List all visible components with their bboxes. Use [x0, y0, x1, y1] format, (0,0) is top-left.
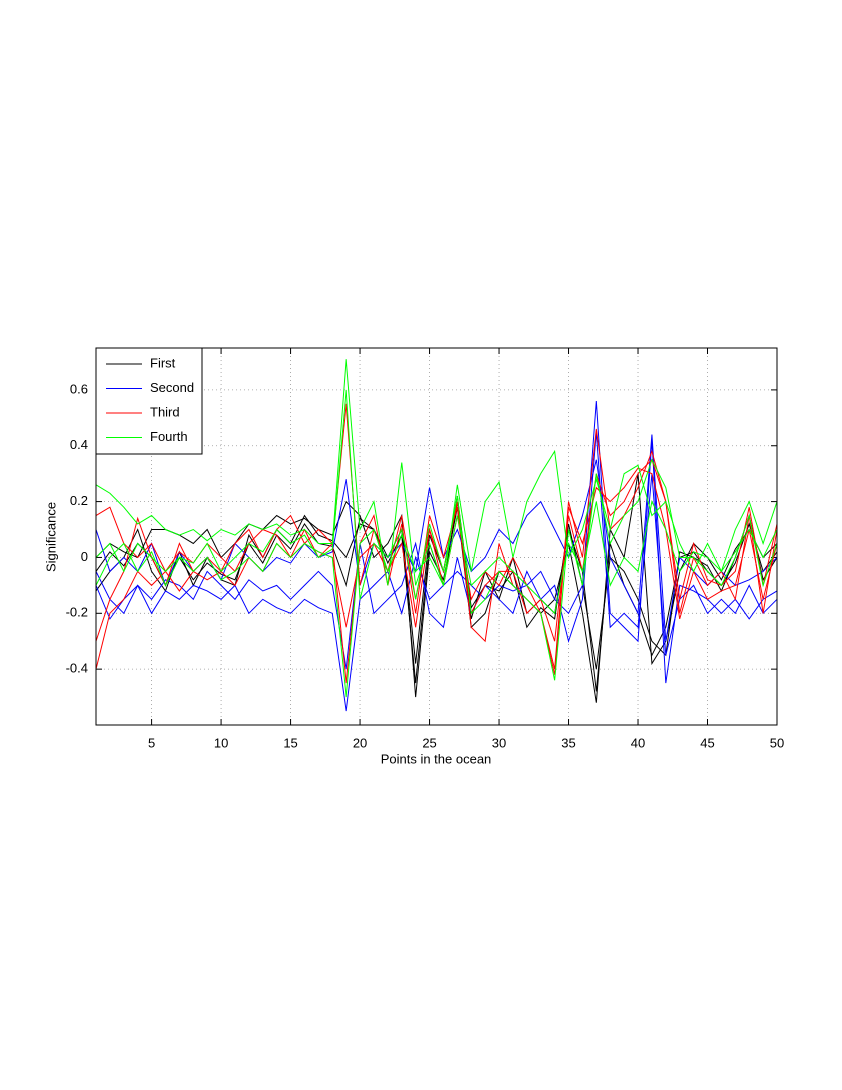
- x-tick-label: 30: [492, 735, 506, 750]
- y-tick-label: -0.4: [66, 661, 88, 676]
- legend-label: First: [150, 355, 176, 370]
- data-line: [95, 458, 778, 684]
- y-tick-label: 0.4: [70, 437, 88, 452]
- y-tick-label: 0.2: [70, 493, 88, 508]
- legend-label: Fourth: [150, 429, 188, 444]
- x-tick-label: 35: [561, 735, 575, 750]
- data-line: [95, 467, 778, 675]
- y-tick-label: -0.2: [66, 605, 88, 620]
- data-line: [95, 389, 778, 681]
- legend-label: Second: [150, 380, 194, 395]
- data-line: [95, 431, 778, 670]
- x-tick-label: 25: [422, 735, 436, 750]
- legend-label: Third: [150, 404, 180, 419]
- y-tick-label: 0.6: [70, 381, 88, 396]
- data-line: [95, 359, 778, 586]
- x-axis-label: Points in the ocean: [381, 751, 492, 766]
- x-tick-label: 5: [148, 735, 155, 750]
- x-tick-label: 40: [631, 735, 645, 750]
- x-tick-label: 10: [214, 735, 228, 750]
- legend-box: [95, 347, 203, 455]
- x-tick-label: 15: [283, 735, 297, 750]
- data-line: [95, 401, 778, 712]
- x-tick-label: 20: [353, 735, 367, 750]
- data-line: [95, 500, 778, 698]
- y-axis-label: Significance: [43, 502, 58, 572]
- plot-frame: [95, 347, 778, 726]
- y-tick-label: 0: [81, 549, 88, 564]
- x-tick-label: 45: [700, 735, 714, 750]
- x-tick-label: 50: [770, 735, 784, 750]
